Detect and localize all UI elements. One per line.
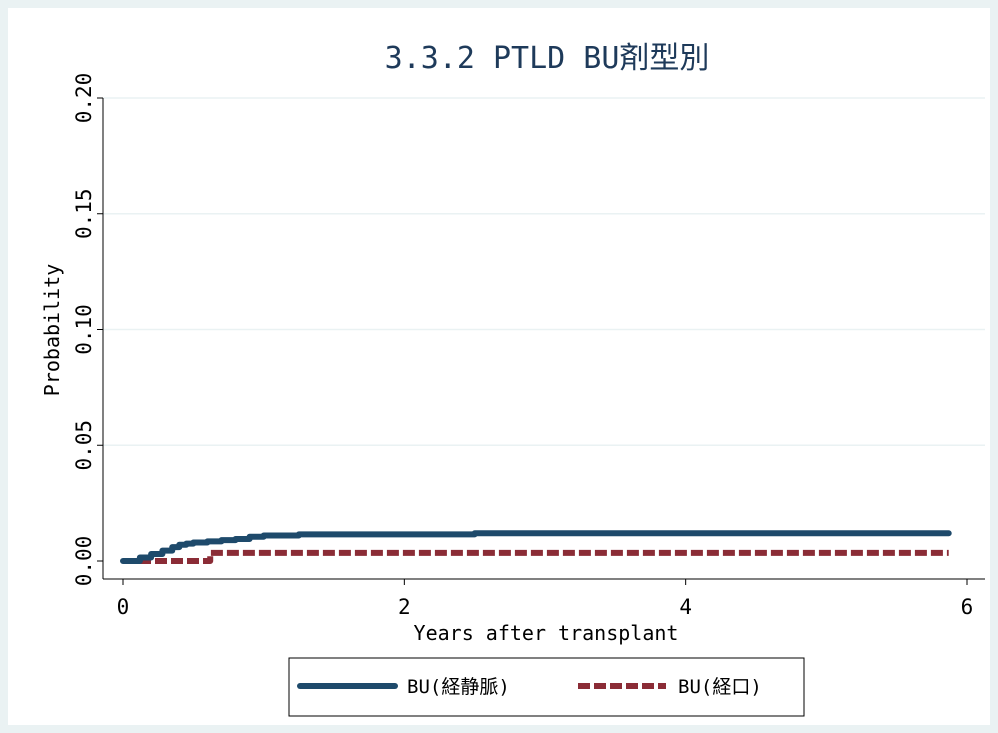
y-tick-label: 0.15 — [72, 188, 96, 239]
y-axis-label: Probability — [40, 264, 64, 396]
x-tick-label: 6 — [961, 595, 974, 619]
y-tick-labels: 0.00 0.05 0.10 0.15 0.20 — [72, 73, 103, 587]
x-tick-label: 2 — [398, 595, 411, 619]
gridlines — [103, 97, 985, 446]
chart-panel — [8, 8, 990, 725]
x-tick-label: 4 — [679, 595, 692, 619]
x-axis-label: Years after transplant — [414, 621, 679, 645]
y-tick-label: 0.20 — [72, 73, 96, 124]
legend-label-iv: BU(経静脈) — [407, 676, 510, 698]
series-line-1 — [123, 549, 949, 564]
x-tick-labels: 0 2 4 6 — [117, 579, 974, 619]
chart-title: 3.3.2 PTLD BU剤型別 — [385, 41, 710, 76]
series-line-0 — [120, 530, 952, 564]
y-tick-label: 0.00 — [72, 536, 96, 587]
y-tick-label: 0.05 — [72, 420, 96, 471]
y-tick-label: 0.10 — [72, 304, 96, 355]
x-tick-label: 0 — [117, 595, 130, 619]
legend-label-oral: BU(経口) — [678, 676, 762, 698]
series-lines — [120, 530, 952, 564]
legend: BU(経静脈) BU(経口) — [288, 657, 805, 717]
axes — [102, 98, 985, 580]
